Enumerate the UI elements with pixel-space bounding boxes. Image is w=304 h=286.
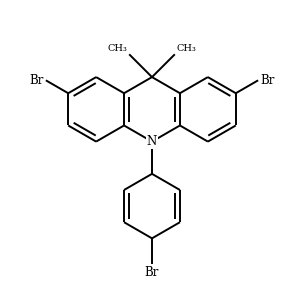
Text: CH₃: CH₃ (176, 44, 196, 53)
Text: CH₃: CH₃ (108, 44, 128, 53)
Text: N: N (147, 135, 157, 148)
Text: Br: Br (29, 74, 43, 87)
Text: Br: Br (261, 74, 275, 87)
Text: Br: Br (145, 266, 159, 279)
